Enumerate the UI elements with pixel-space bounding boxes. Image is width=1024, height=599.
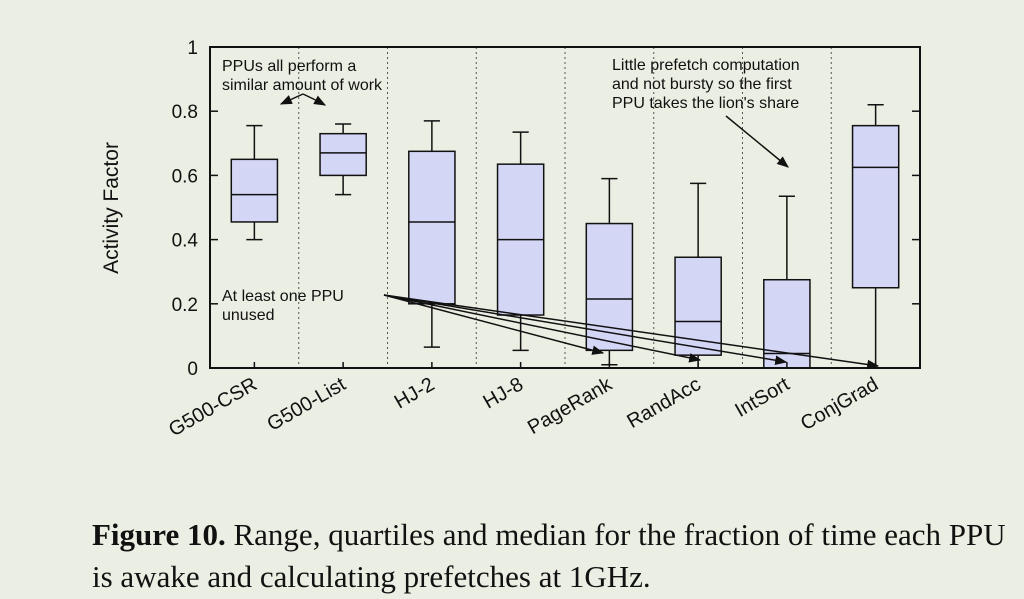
x-tick-label: HJ-2 [391,373,439,413]
x-tick-label: PageRank [524,373,617,439]
figure-label: Figure 10. [92,517,226,552]
box-randacc [674,182,722,369]
box-pagerank [585,177,634,366]
annotation-lions-share-line2: and not bursty so the first [612,76,792,93]
annotation-unused-arrow-randacc [383,294,702,363]
annotation-lions-share-line3: PPU takes the lion's share [612,95,799,112]
box-iqr [851,124,900,289]
x-tick-label: RandAcc [623,373,704,433]
plot-frame [209,46,921,369]
x-tick-label: HJ-8 [480,373,528,413]
annotation-unused-line1: At least one PPU [222,288,344,305]
y-tick-label: 0.2 [172,295,198,316]
y-tick-label: 0.4 [172,231,199,252]
box-iqr [585,222,634,352]
y-axis-label: Activity Factor [100,142,123,274]
x-tick-label: G500-CSR [165,373,261,441]
box-g500-list [319,123,367,196]
box-g500-csr [230,124,279,241]
x-tick-label: ConjGrad [797,373,882,435]
annotation-equal-work-line1: PPUs all perform a [222,58,356,75]
box-iqr [674,256,722,356]
box-plot: 0 0.2 0.4 0.6 0.8 1 G500-CSR G500-List HJ-2 HJ-8… [100,38,921,441]
box-iqr [319,132,367,177]
figure-caption-text: Range, quartiles and median for the frac… [92,517,1006,594]
y-tick-label: 0 [187,359,198,380]
annotation-lions-share-line1: Little prefetch computation [612,57,800,74]
box-hj-8 [496,131,545,352]
annotation-equal-work-arrow-right [302,93,327,106]
y-tick-label: 0.8 [172,102,198,123]
annotation-unused-arrow-pagerank [383,294,605,355]
y-axis-ticks: 0 0.2 0.4 0.6 0.8 1 [172,38,920,380]
figure-caption: Figure 10. Range, quartiles and median f… [92,514,1012,597]
box-conjgrad [851,104,900,369]
box-hj-2 [408,120,456,348]
box-intsort [763,195,811,369]
box-iqr [408,150,456,305]
annotation-equal-work-line2: similar amount of work [222,77,383,94]
annotation-equal-work-arrow-left [279,93,304,105]
annotation-unused-arrow-conjgrad [383,294,880,370]
annotation-lions-share-arrow [725,115,789,168]
x-tick-label: G500-List [264,373,350,436]
y-tick-label: 1 [187,38,198,59]
x-tick-label: IntSort [731,373,793,422]
box-iqr [230,158,279,223]
box-layer [230,104,900,369]
annotation-unused-arrow-intsort [383,294,788,365]
grid-lines [298,47,832,368]
annotation-unused-line2: unused [222,307,275,324]
y-tick-label: 0.6 [172,166,198,187]
